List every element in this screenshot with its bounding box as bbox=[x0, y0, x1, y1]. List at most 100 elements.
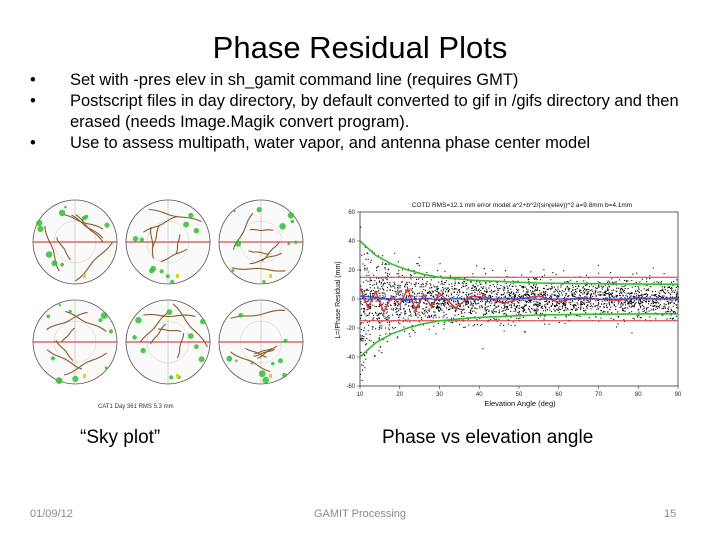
scatter-point bbox=[468, 306, 470, 308]
scatter-point bbox=[673, 292, 675, 294]
scatter-point bbox=[429, 283, 431, 285]
scatter-point bbox=[438, 307, 440, 309]
scatter-point bbox=[371, 300, 373, 302]
scatter-point bbox=[571, 294, 573, 296]
scatter-point bbox=[442, 289, 444, 291]
sky-residual-marker bbox=[50, 356, 55, 361]
scatter-point bbox=[527, 278, 529, 280]
scatter-point bbox=[539, 304, 541, 306]
scatter-point bbox=[606, 289, 608, 291]
scatter-point bbox=[396, 337, 398, 339]
scatter-point bbox=[413, 293, 415, 295]
scatter-point bbox=[448, 308, 450, 310]
scatter-point bbox=[385, 263, 387, 265]
scatter-point bbox=[363, 327, 365, 329]
scatter-point bbox=[423, 286, 425, 288]
scatter-point bbox=[461, 308, 463, 310]
scatter-point bbox=[408, 333, 410, 335]
scatter-point bbox=[534, 303, 536, 305]
scatter-point bbox=[539, 312, 541, 314]
scatter-point bbox=[587, 304, 589, 306]
scatter-point bbox=[396, 287, 398, 289]
scatter-point bbox=[489, 291, 491, 293]
scatter-point bbox=[642, 308, 644, 310]
scatter-point bbox=[664, 305, 666, 307]
scatter-point bbox=[562, 302, 564, 304]
scatter-point bbox=[479, 307, 481, 309]
scatter-point bbox=[608, 296, 610, 298]
scatter-point bbox=[485, 273, 487, 275]
scatter-point bbox=[555, 288, 557, 290]
scatter-point bbox=[361, 314, 363, 316]
scatter-point bbox=[435, 333, 437, 335]
scatter-point bbox=[425, 295, 427, 297]
scatter-point bbox=[677, 297, 679, 299]
scatter-point bbox=[542, 305, 544, 307]
scatter-point bbox=[472, 287, 474, 289]
scatter-point bbox=[661, 286, 663, 288]
scatter-point bbox=[553, 286, 555, 288]
scatter-point bbox=[481, 299, 483, 301]
scatter-point bbox=[402, 321, 404, 323]
sky-residual-marker bbox=[287, 212, 294, 219]
scatter-point bbox=[365, 358, 367, 360]
scatter-point bbox=[513, 296, 515, 298]
scatter-point bbox=[641, 278, 643, 280]
scatter-point bbox=[461, 287, 463, 289]
scatter-point bbox=[632, 302, 634, 304]
scatter-point bbox=[419, 295, 421, 297]
scatter-point bbox=[419, 314, 421, 316]
scatter-point bbox=[388, 263, 390, 265]
scatter-point bbox=[587, 305, 589, 307]
scatter-point bbox=[484, 309, 486, 311]
scatter-point bbox=[384, 268, 386, 270]
sky-residual-marker bbox=[104, 366, 108, 370]
slide-title: Phase Residual Plots bbox=[212, 30, 508, 65]
scatter-point bbox=[370, 297, 372, 299]
scatter-point bbox=[591, 290, 593, 292]
scatter-point bbox=[655, 299, 657, 301]
scatter-point bbox=[428, 291, 430, 293]
scatter-point bbox=[369, 308, 371, 310]
scatter-point bbox=[424, 310, 426, 312]
scatter-point bbox=[523, 305, 525, 307]
scatter-point bbox=[489, 281, 491, 283]
scatter-point bbox=[539, 302, 541, 304]
scatter-point bbox=[405, 282, 407, 284]
scatter-point bbox=[628, 312, 630, 314]
scatter-point bbox=[590, 293, 592, 295]
scatter-point bbox=[505, 306, 507, 308]
scatter-point bbox=[496, 282, 498, 284]
scatter-point bbox=[395, 293, 397, 295]
scatter-point bbox=[479, 293, 481, 295]
scatter-point bbox=[659, 290, 661, 292]
scatter-point bbox=[453, 291, 455, 293]
scatter-point bbox=[494, 302, 496, 304]
scatter-point bbox=[595, 305, 597, 307]
scatter-point bbox=[400, 309, 402, 311]
scatter-point bbox=[556, 302, 558, 304]
scatter-point bbox=[385, 316, 387, 318]
scatter-point bbox=[462, 283, 464, 285]
scatter-point bbox=[468, 311, 470, 313]
scatter-point bbox=[661, 289, 663, 291]
scatter-point bbox=[399, 291, 401, 293]
scatter-point bbox=[368, 312, 370, 314]
scatter-point bbox=[410, 301, 412, 303]
scatter-point bbox=[550, 288, 552, 290]
scatter-point bbox=[533, 277, 535, 279]
scatter-point bbox=[416, 302, 418, 304]
scatter-point bbox=[425, 299, 427, 301]
scatter-point bbox=[598, 301, 600, 303]
scatter-point bbox=[437, 292, 439, 294]
scatter-point bbox=[618, 287, 620, 289]
scatter-point bbox=[372, 304, 374, 306]
scatter-point bbox=[624, 300, 626, 302]
scatter-point bbox=[645, 293, 647, 295]
scatter-point bbox=[363, 289, 365, 291]
scatter-point bbox=[656, 296, 658, 298]
scatter-point bbox=[366, 309, 368, 311]
scatter-point bbox=[423, 289, 425, 291]
scatter-point bbox=[385, 277, 387, 279]
scatter-point bbox=[368, 307, 370, 309]
